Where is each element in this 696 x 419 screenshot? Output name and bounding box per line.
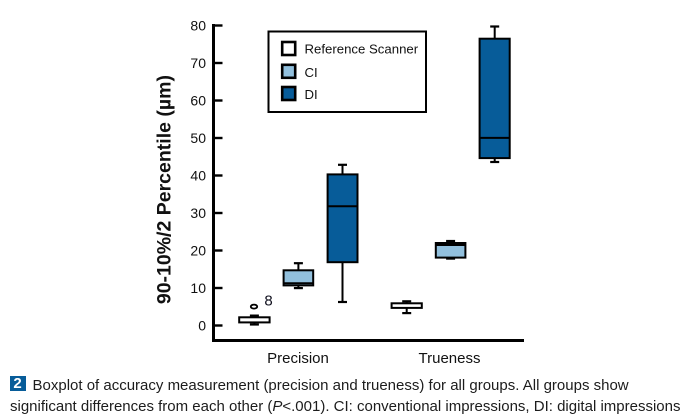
svg-text:20: 20 (190, 243, 206, 259)
svg-text:Precision: Precision (267, 350, 329, 367)
svg-text:30: 30 (190, 205, 206, 221)
svg-text:DI: DI (305, 87, 318, 102)
svg-text:Trueness: Trueness (419, 350, 481, 367)
svg-text:0: 0 (198, 318, 206, 334)
svg-text:CI: CI (305, 65, 318, 80)
svg-text:90-10%/2 Percentile (µm): 90-10%/2 Percentile (µm) (153, 75, 175, 304)
svg-text:70: 70 (190, 55, 206, 71)
svg-text:80: 80 (190, 18, 206, 34)
svg-text:10: 10 (190, 280, 206, 296)
svg-text:40: 40 (190, 168, 206, 184)
svg-text:8: 8 (264, 293, 272, 310)
svg-text:60: 60 (190, 93, 206, 109)
svg-text:Reference Scanner: Reference Scanner (305, 41, 419, 56)
svg-text:50: 50 (190, 130, 206, 146)
